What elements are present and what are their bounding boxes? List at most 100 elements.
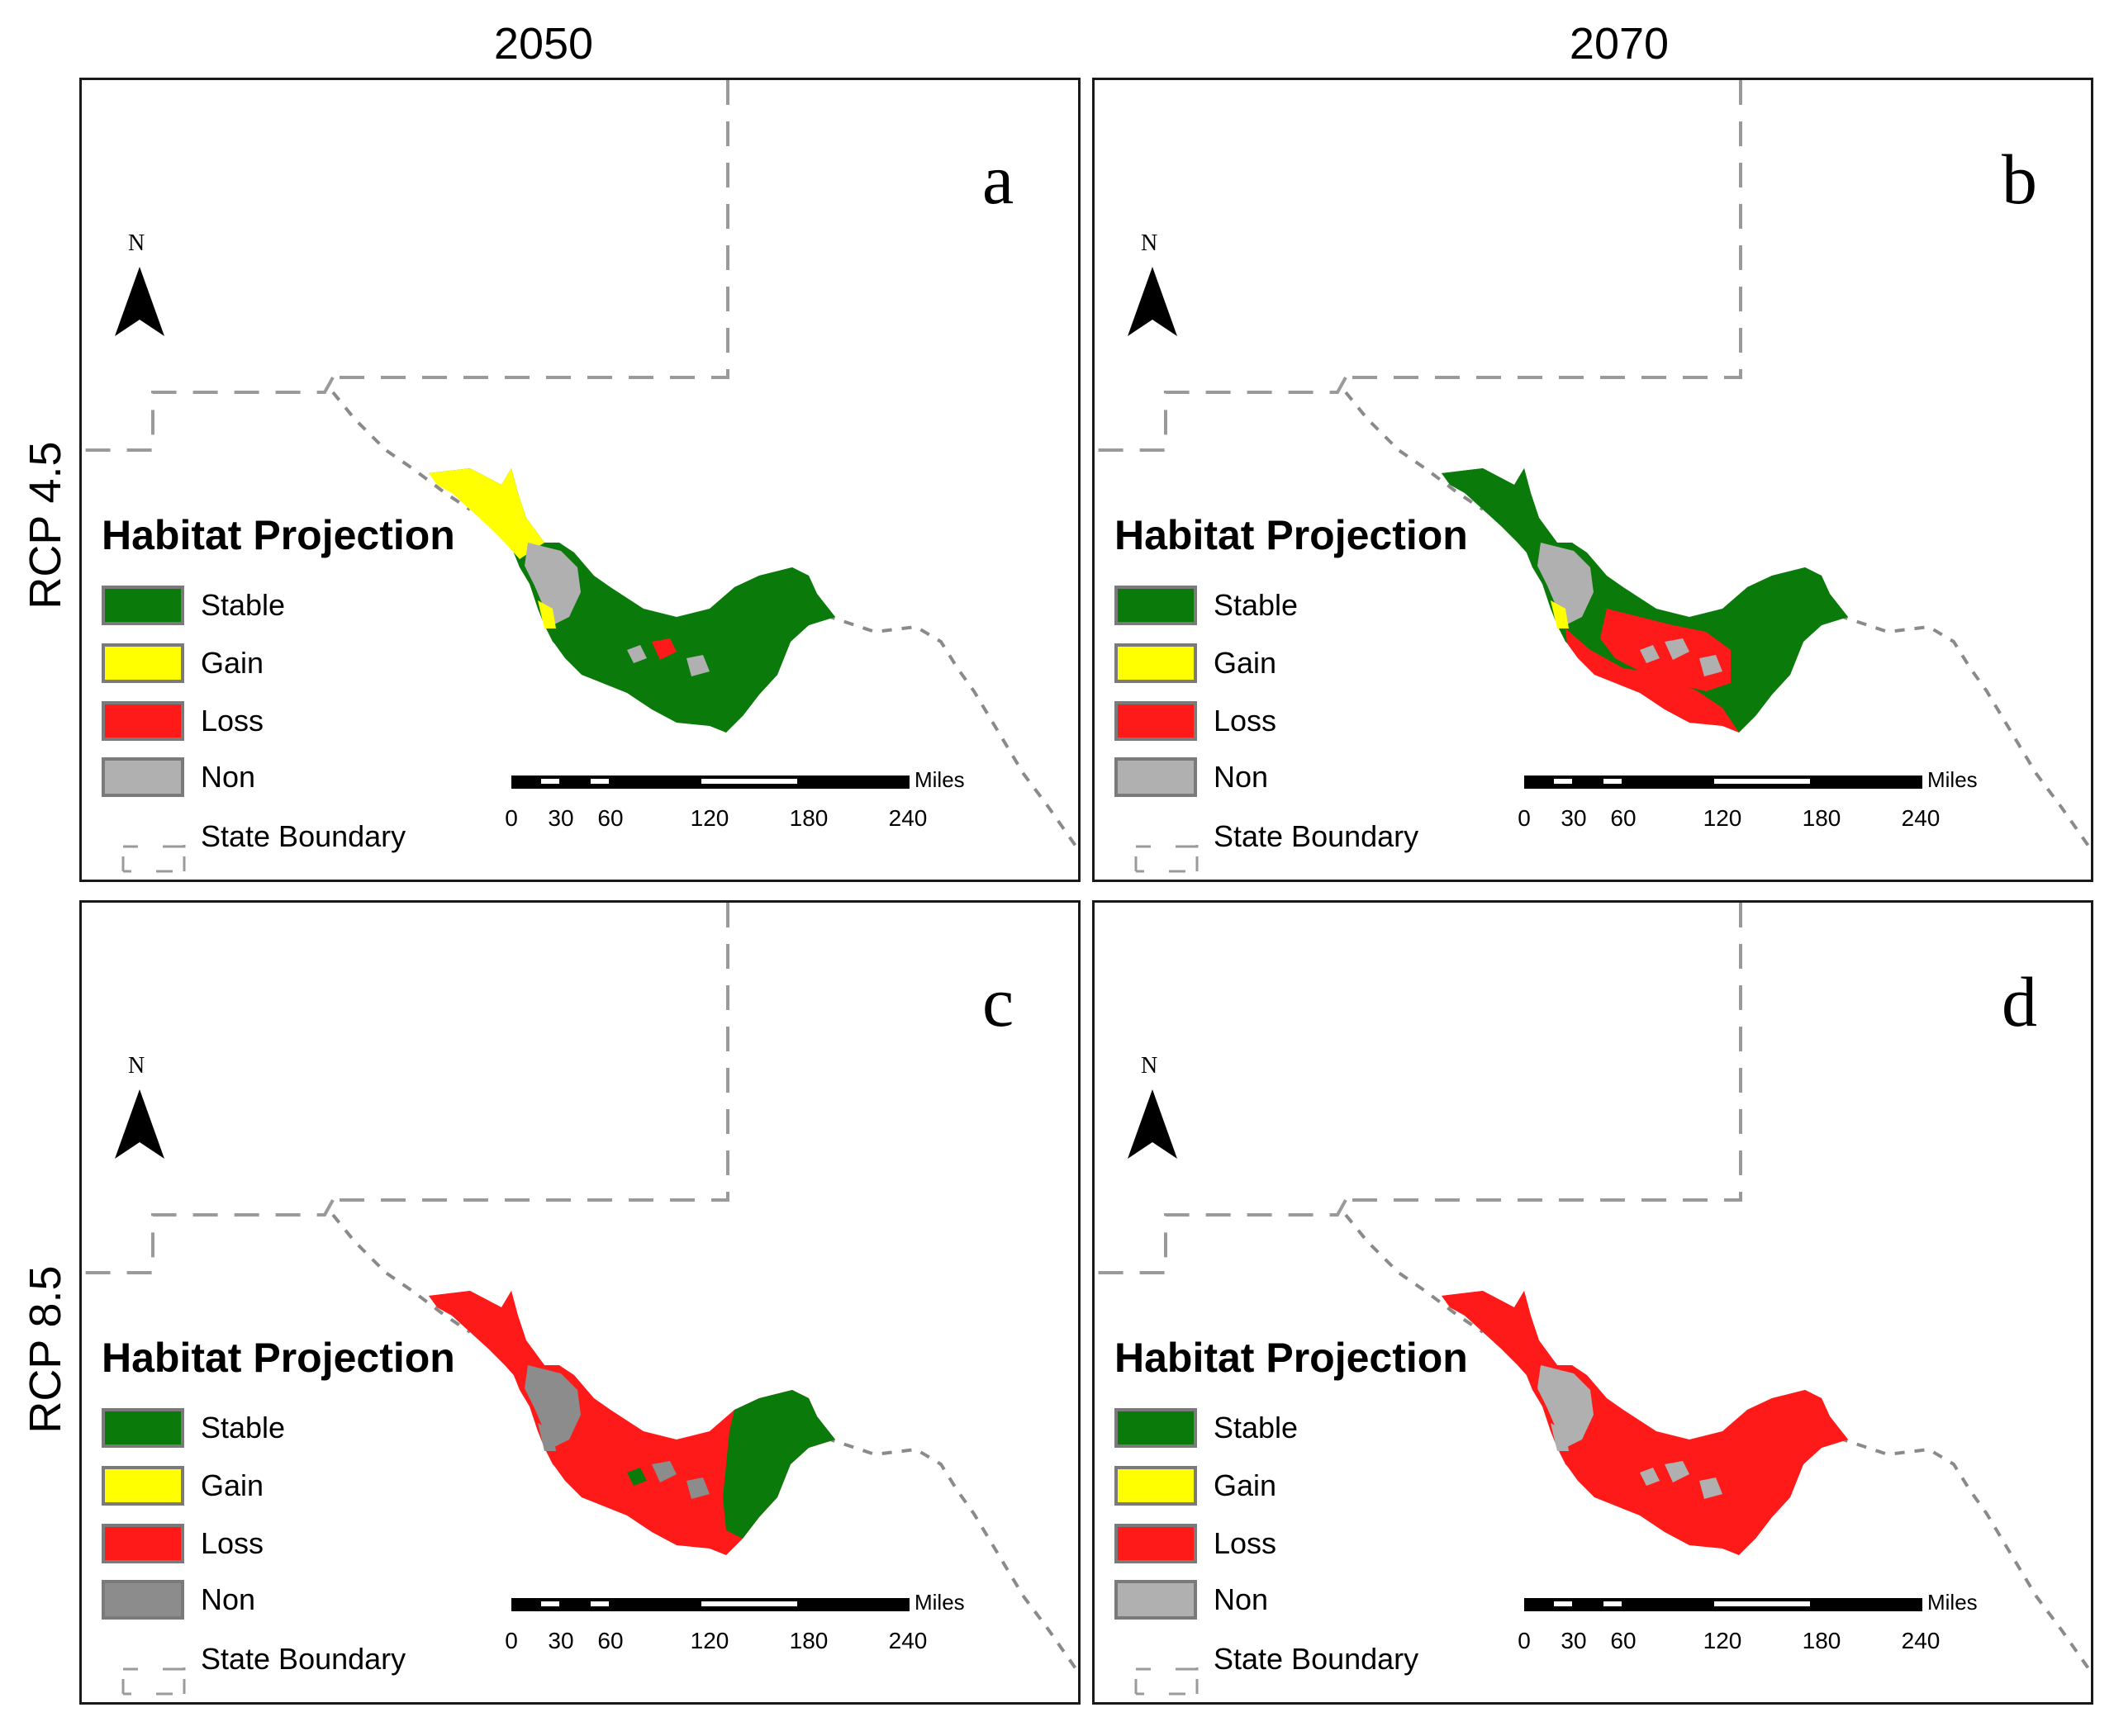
habitat-patch-speckle-2 xyxy=(686,1477,710,1499)
legend-item-gain: Gain xyxy=(1114,1464,1276,1507)
column-label-2050: 2050 xyxy=(493,19,594,69)
state-boundary-north xyxy=(333,903,729,1202)
habitat-patch-north xyxy=(1442,468,1557,559)
habitat-patch-speckle-2 xyxy=(1699,655,1722,676)
scale-bar xyxy=(511,776,910,789)
legend-label-gain: Gain xyxy=(201,1468,264,1502)
legend-label-loss: Loss xyxy=(201,1526,264,1560)
north-arrow xyxy=(1128,267,1177,336)
north-arrow-icon xyxy=(1128,1089,1177,1159)
habitat-patch-gray xyxy=(1537,543,1594,625)
legend-label-state-boundary: State Boundary xyxy=(1214,819,1419,853)
habitat-patch-gain-edge xyxy=(1551,1423,1569,1451)
legend-swatch-non xyxy=(1114,757,1197,797)
coastline-boundary xyxy=(1344,1213,1485,1334)
state-boundary-west xyxy=(82,377,335,452)
eastern-boundary xyxy=(824,1436,1078,1675)
panel-letter: a xyxy=(982,140,1014,219)
legend-label-state-boundary: State Boundary xyxy=(201,819,406,853)
legend-item-gain: Gain xyxy=(102,1464,264,1507)
map-canvas xyxy=(82,80,1078,873)
legend-swatch-stable xyxy=(102,586,184,625)
map-canvas xyxy=(1095,80,2091,873)
legend-title: Habitat Projection xyxy=(102,1335,455,1381)
panel-letter: b xyxy=(2002,140,2037,219)
habitat-patch-central xyxy=(587,1431,718,1514)
legend-item-state-boundary: State Boundary xyxy=(1114,815,1418,858)
map-panel-c: c N Habitat Projection Stable Gain Loss … xyxy=(79,900,1081,1705)
north-arrow-icon xyxy=(115,1089,164,1159)
habitat-patch-speckle-1 xyxy=(1665,1461,1689,1482)
legend-label-loss: Loss xyxy=(201,704,264,738)
habitat-patch-east xyxy=(1736,1390,1848,1539)
scale-tick-label: 120 xyxy=(690,1628,729,1653)
north-label: N xyxy=(1141,230,1158,256)
legend-swatch-non xyxy=(102,1580,184,1620)
legend-title: Habitat Projection xyxy=(1114,1335,1468,1381)
boundary-legend-symbol xyxy=(121,837,186,873)
state-boundary-west xyxy=(1095,377,1347,452)
legend-label-loss: Loss xyxy=(1214,704,1277,738)
legend-swatch-loss xyxy=(102,1524,184,1563)
legend-swatch-gain xyxy=(1114,643,1197,683)
legend-swatch-gain xyxy=(1114,1466,1197,1506)
legend-item-stable: Stable xyxy=(1114,584,1298,627)
scale-tick-label: 60 xyxy=(1610,1628,1637,1653)
legend-label-stable: Stable xyxy=(201,1411,286,1444)
legend-swatch-boundary xyxy=(1114,1636,1197,1682)
legend-label-gain: Gain xyxy=(201,646,264,680)
habitat-patch-speckle-1 xyxy=(652,638,677,660)
legend-item-non: Non xyxy=(102,1578,255,1621)
map-canvas xyxy=(82,903,1078,1696)
scale-tick-label: 30 xyxy=(1561,1628,1587,1653)
habitat-patch-south xyxy=(553,1451,726,1555)
legend-label-stable: Stable xyxy=(1214,1411,1299,1444)
scale-bar xyxy=(1524,776,1922,789)
panel-letter: d xyxy=(2002,962,2037,1041)
habitat-patch-speckle-3 xyxy=(1640,645,1660,663)
scale-unit-label: Miles xyxy=(914,1590,965,1615)
legend-swatch-stable xyxy=(1114,586,1197,625)
legend-item-stable: Stable xyxy=(102,584,285,627)
legend-item-loss: Loss xyxy=(102,1522,264,1565)
legend-swatch-loss xyxy=(102,701,184,741)
legend-item-loss: Loss xyxy=(1114,700,1276,742)
boundary-legend-symbol xyxy=(1134,837,1199,873)
habitat-region xyxy=(429,468,835,733)
scale-tick-label: 120 xyxy=(1703,1628,1742,1653)
legend-title: Habitat Projection xyxy=(102,512,455,558)
scale-tick-label: 0 xyxy=(505,805,518,831)
habitat-region xyxy=(1442,468,1848,733)
legend-item-non: Non xyxy=(102,756,255,799)
legend-label-stable: Stable xyxy=(1214,588,1299,622)
legend-label-state-boundary: State Boundary xyxy=(1214,1642,1419,1676)
state-boundary-west xyxy=(82,1199,335,1274)
legend-label-non: Non xyxy=(1214,1582,1269,1616)
legend-item-stable: Stable xyxy=(102,1406,285,1449)
row-label-rcp45: RCP 4.5 xyxy=(21,441,70,609)
habitat-region xyxy=(1442,1291,1848,1555)
scale-tick-label: 240 xyxy=(1901,805,1941,831)
habitat-patch-gray xyxy=(1537,1365,1594,1448)
row-label-rcp85: RCP 8.5 xyxy=(21,1265,70,1434)
legend-item-state-boundary: State Boundary xyxy=(102,1638,406,1681)
coastline-boundary xyxy=(331,1213,472,1334)
north-label: N xyxy=(1141,1053,1158,1079)
legend-item-loss: Loss xyxy=(1114,1522,1276,1565)
eastern-boundary xyxy=(1837,614,2091,852)
scale-unit-label: Miles xyxy=(1927,1590,1978,1615)
eastern-boundary xyxy=(1837,1436,2091,1675)
scale-tick-label: 180 xyxy=(789,805,829,831)
legend-label-non: Non xyxy=(1214,760,1269,794)
scale-unit-label: Miles xyxy=(1927,767,1978,792)
state-boundary-lines xyxy=(82,903,729,1274)
habitat-patch-speckle-1 xyxy=(652,1461,677,1482)
legend-title: Habitat Projection xyxy=(1114,512,1468,558)
legend-item-non: Non xyxy=(1114,756,1268,799)
column-label-2070: 2070 xyxy=(1569,19,1670,69)
habitat-patch-central xyxy=(1600,1431,1731,1514)
map-panel-d: d N Habitat Projection Stable Gain Loss … xyxy=(1092,900,2093,1705)
habitat-patch-south xyxy=(553,628,726,733)
state-boundary-north xyxy=(333,80,729,379)
scale-tick-label: 240 xyxy=(888,805,928,831)
